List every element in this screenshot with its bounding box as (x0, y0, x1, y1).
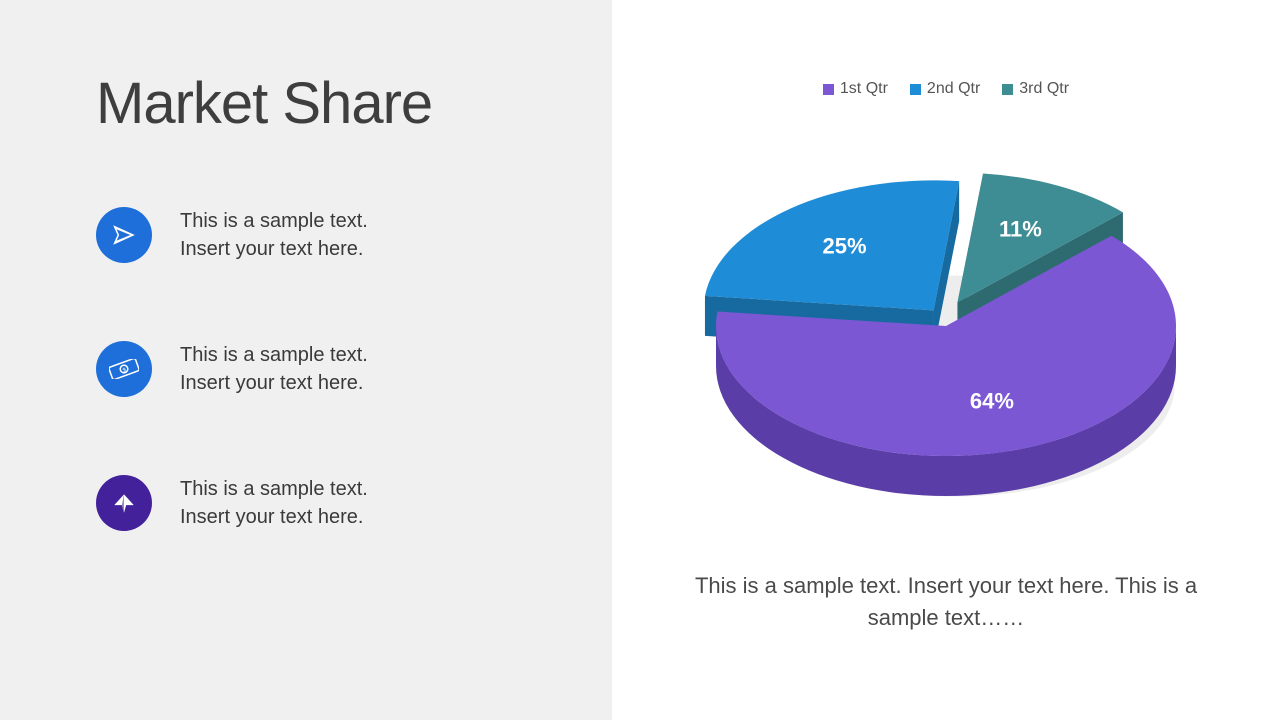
legend-swatch (1002, 84, 1013, 95)
origami-icon (96, 475, 152, 531)
legend-item: 1st Qtr (823, 80, 888, 98)
money-bill-icon: $ (96, 341, 152, 397)
legend-label: 3rd Qtr (1019, 80, 1069, 98)
slide: Market Share This is a sample text. Inser… (0, 0, 1280, 720)
bullet-text: This is a sample text. Insert your text h… (180, 207, 368, 263)
bullet-line1: This is a sample text. (180, 344, 368, 366)
legend-swatch (910, 84, 921, 95)
bullet-text: This is a sample text. Insert your text h… (180, 341, 368, 397)
pie-chart: 64% 25% 11% (612, 116, 1280, 536)
right-panel: 1st Qtr 2nd Qtr 3rd Qtr 64% 25% 11% This is … (612, 0, 1280, 720)
bullet-text: This is a sample text. Insert your text h… (180, 475, 368, 531)
page-title: Market Share (96, 70, 552, 137)
bullet-item: This is a sample text. Insert your text h… (96, 207, 552, 263)
legend-swatch (823, 84, 834, 95)
bullet-list: This is a sample text. Insert your text h… (96, 207, 552, 531)
bullet-item: This is a sample text. Insert your text h… (96, 475, 552, 531)
bullet-line2: Insert your text here. (180, 372, 363, 394)
slice-value-label: 11% (999, 216, 1042, 241)
bullet-line2: Insert your text here. (180, 238, 363, 260)
legend-label: 2nd Qtr (927, 80, 980, 98)
paper-plane-icon (96, 207, 152, 263)
chart-caption: This is a sample text. Insert your text … (612, 570, 1280, 634)
legend-item: 2nd Qtr (910, 80, 980, 98)
legend-item: 3rd Qtr (1002, 80, 1069, 98)
slice-value-label: 64% (970, 388, 1014, 413)
chart-legend: 1st Qtr 2nd Qtr 3rd Qtr (612, 80, 1280, 98)
legend-label: 1st Qtr (840, 80, 888, 98)
bullet-line1: This is a sample text. (180, 478, 368, 500)
slice-value-label: 25% (823, 233, 867, 258)
bullet-line1: This is a sample text. (180, 210, 368, 232)
bullet-line2: Insert your text here. (180, 506, 363, 528)
bullet-item: $ This is a sample text. Insert your text … (96, 341, 552, 397)
left-panel: Market Share This is a sample text. Inser… (0, 0, 612, 720)
